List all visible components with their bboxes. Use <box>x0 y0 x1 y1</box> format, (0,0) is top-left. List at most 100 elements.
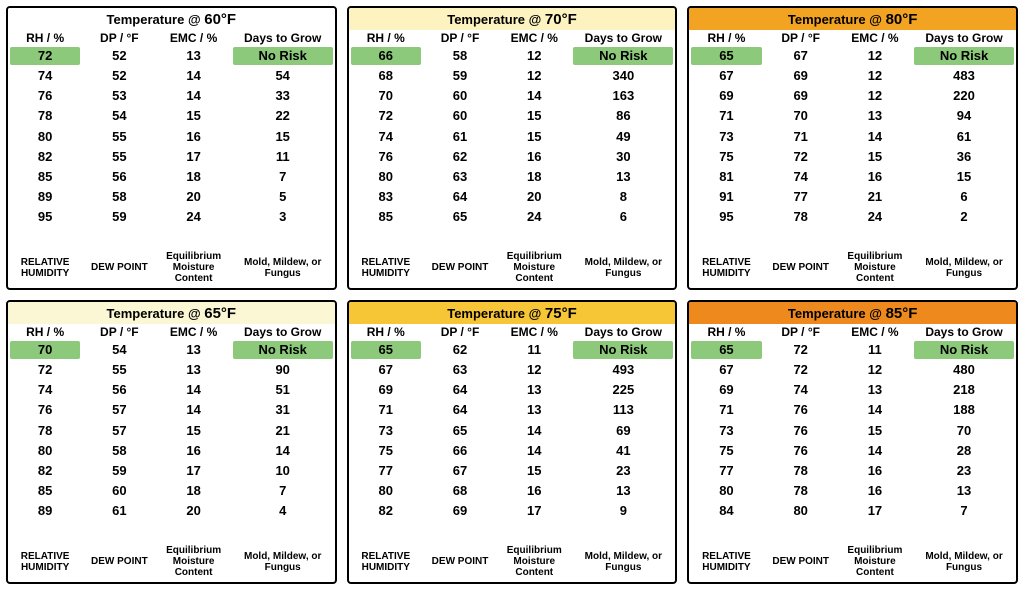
cell-dp: 55 <box>82 147 156 167</box>
cell-dp: 70 <box>764 106 838 126</box>
cell-value: 7 <box>960 503 967 518</box>
cell-dp: 58 <box>82 187 156 207</box>
cell-days: 163 <box>571 86 675 106</box>
column-footers: RELATIVE HUMIDITYDEW POINTEquilibrium Mo… <box>689 248 1016 288</box>
column-header: Days to Grow <box>571 31 675 45</box>
cell-dp: 56 <box>82 380 156 400</box>
cell-value: 75 <box>379 443 393 458</box>
cell-value: 24 <box>527 209 541 224</box>
cell-value: 55 <box>112 362 126 377</box>
cell-value: 64 <box>453 382 467 397</box>
cell-value: 72 <box>793 362 807 377</box>
cell-value: 11 <box>868 342 882 357</box>
cell-value: 61 <box>957 129 971 144</box>
cell-value: 16 <box>527 149 541 164</box>
cell-emc: 20 <box>497 187 571 207</box>
column-footers: RELATIVE HUMIDITYDEW POINTEquilibrium Mo… <box>689 542 1016 582</box>
cell-dp: 52 <box>82 66 156 86</box>
cell-rh: 81 <box>689 167 763 187</box>
cell-rh: 74 <box>8 380 82 400</box>
temperature-panel: Temperature @ 85°FRH / %DP / °FEMC / %Da… <box>687 300 1018 584</box>
cell-rh: 84 <box>689 501 763 521</box>
cell-rh: 85 <box>8 481 82 501</box>
cell-rh: 73 <box>689 421 763 441</box>
table-row: 8269179 <box>349 501 676 521</box>
cell-days: 11 <box>231 147 335 167</box>
cell-value: 55 <box>112 129 126 144</box>
cell-value: 82 <box>379 503 393 518</box>
column-header: DP / °F <box>423 325 497 339</box>
cell-days: No Risk <box>231 340 335 360</box>
cell-emc: 16 <box>156 127 230 147</box>
cell-dp: 66 <box>423 441 497 461</box>
cell-value: 188 <box>953 402 975 417</box>
panel-title: Temperature @ 80°F <box>689 8 1016 30</box>
cell-value: 67 <box>453 463 467 478</box>
cell-value: 70 <box>38 342 52 357</box>
table-row: 73711461 <box>689 127 1016 147</box>
cell-rh: 72 <box>8 360 82 380</box>
cell-value: 6 <box>960 189 967 204</box>
cell-value: 218 <box>953 382 975 397</box>
cell-value: 80 <box>793 503 807 518</box>
cell-value: 15 <box>186 423 200 438</box>
cell-dp: 69 <box>764 66 838 86</box>
column-header: EMC / % <box>156 325 230 339</box>
cell-value: 11 <box>276 149 290 164</box>
cell-dp: 65 <box>423 207 497 227</box>
cell-value: 12 <box>868 362 882 377</box>
cell-days: 13 <box>912 481 1016 501</box>
cell-dp: 52 <box>82 46 156 66</box>
cell-value: 21 <box>275 423 289 438</box>
cell-value: 16 <box>868 483 882 498</box>
table-row: 72601586 <box>349 106 676 126</box>
cell-value: 70 <box>957 423 971 438</box>
cell-rh: 76 <box>8 400 82 420</box>
cell-value: 13 <box>527 402 541 417</box>
panel-title: Temperature @ 60°F <box>8 8 335 30</box>
cell-rh: 68 <box>349 66 423 86</box>
cell-value: 55 <box>112 149 126 164</box>
cell-emc: 15 <box>156 106 230 126</box>
cell-value: 24 <box>186 209 200 224</box>
cell-value: 77 <box>379 463 393 478</box>
cell-value: 65 <box>719 342 733 357</box>
cell-emc: 16 <box>838 167 912 187</box>
cell-emc: 16 <box>838 461 912 481</box>
column-footer: Mold, Mildew, or Fungus <box>231 257 335 279</box>
cell-rh: 67 <box>349 360 423 380</box>
cell-rh: 69 <box>689 380 763 400</box>
cell-value: 80 <box>38 129 52 144</box>
cell-value: 56 <box>112 382 126 397</box>
cell-value: 54 <box>112 342 126 357</box>
column-footer: Mold, Mildew, or Fungus <box>231 551 335 573</box>
cell-days: 480 <box>912 360 1016 380</box>
cell-dp: 62 <box>423 340 497 360</box>
table-row: 67 72 12 480 <box>689 360 1016 380</box>
cell-value: 15 <box>186 108 200 123</box>
cell-days: 86 <box>571 106 675 126</box>
cell-value: 67 <box>719 362 733 377</box>
cell-emc: 17 <box>156 461 230 481</box>
cell-dp: 63 <box>423 167 497 187</box>
cell-value: 82 <box>38 149 52 164</box>
cell-emc: 12 <box>838 86 912 106</box>
cell-value: 20 <box>186 189 200 204</box>
cell-value: 69 <box>379 382 393 397</box>
cell-rh: 80 <box>349 481 423 501</box>
cell-emc: 14 <box>156 66 230 86</box>
cell-value: 70 <box>379 88 393 103</box>
cell-emc: 14 <box>838 400 912 420</box>
cell-emc: 15 <box>838 147 912 167</box>
cell-value: 28 <box>957 443 971 458</box>
cell-days: No Risk <box>912 46 1016 66</box>
cell-emc: 15 <box>497 461 571 481</box>
cell-days: 4 <box>231 501 335 521</box>
cell-value: 75 <box>719 149 733 164</box>
cell-value: 73 <box>719 129 733 144</box>
cell-emc: 12 <box>497 46 571 66</box>
cell-value: 68 <box>453 483 467 498</box>
title-prefix: Temperature @ <box>107 12 205 27</box>
cell-dp: 53 <box>82 86 156 106</box>
title-prefix: Temperature @ <box>788 306 886 321</box>
